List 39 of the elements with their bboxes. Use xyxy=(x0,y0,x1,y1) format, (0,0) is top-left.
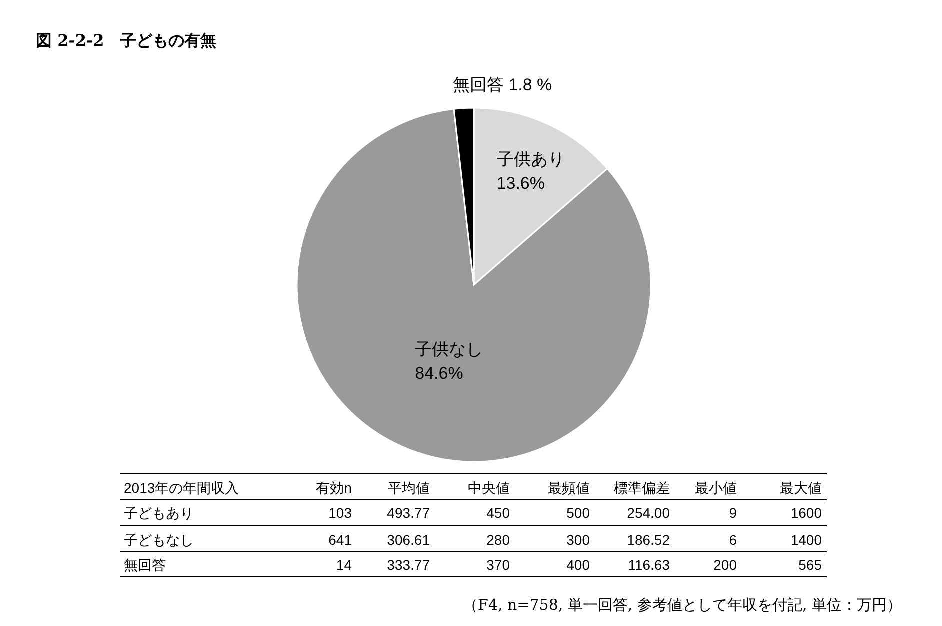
text: 254.00 xyxy=(627,505,670,521)
category-label: 2013年の年間収入 xyxy=(124,480,240,496)
text: 6 xyxy=(729,532,737,548)
text: 641 xyxy=(328,532,352,548)
text: 116.63 xyxy=(628,557,670,573)
data-label: 84.6% xyxy=(415,364,464,384)
text: 1400 xyxy=(790,532,822,548)
text: 200 xyxy=(714,557,737,573)
text: 500 xyxy=(566,505,590,521)
text: （F4, n=758, 単一回答, 参考値として年収を付記, 単位：万円） xyxy=(463,596,902,614)
slice-label: 子供あり xyxy=(496,150,565,170)
text: 565 xyxy=(798,557,822,573)
category-label: 最小値 xyxy=(695,480,737,496)
text: 370 xyxy=(486,557,510,573)
title: 図 2-2-2 子どもの有無 xyxy=(36,31,216,50)
category-label: 子どもなし xyxy=(124,532,194,548)
text: 450 xyxy=(486,505,510,521)
text: 280 xyxy=(486,532,510,548)
category-label: 標準偏差 xyxy=(614,480,670,496)
text: 400 xyxy=(566,557,590,573)
text: 103 xyxy=(328,505,352,521)
slice-label: 子供なし xyxy=(415,340,484,360)
text: 306.61 xyxy=(387,532,430,548)
text: 186.52 xyxy=(627,532,670,548)
category-label: 無回答 xyxy=(124,557,166,573)
text: 333.77 xyxy=(387,557,430,573)
text: 1600 xyxy=(790,505,822,521)
category-label: 有効n xyxy=(316,480,352,496)
text: 14 xyxy=(336,557,352,573)
text: 300 xyxy=(566,532,590,548)
text: 9 xyxy=(729,505,737,521)
category-label: 最大値 xyxy=(780,480,822,496)
category-label: 最頻値 xyxy=(548,480,590,496)
data-label: 13.6% xyxy=(496,174,546,194)
category-label: 平均値 xyxy=(388,480,430,496)
category-label: 中央値 xyxy=(468,480,510,496)
category-label: 子どもあり xyxy=(124,505,194,521)
text: 493.77 xyxy=(387,505,430,521)
slice-label: 無回答 1.8 % xyxy=(452,75,552,94)
